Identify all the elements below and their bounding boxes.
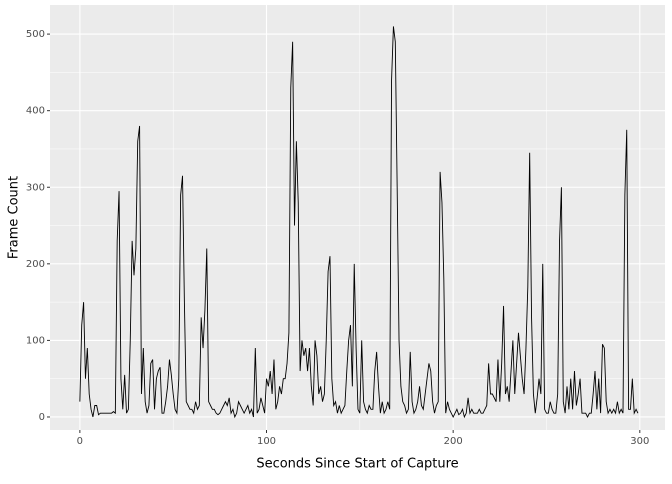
- y-axis-title: Frame Count: [7, 176, 22, 259]
- y-tick-label: 100: [26, 335, 45, 346]
- y-tick-label: 400: [26, 106, 45, 117]
- x-tick-label: 200: [444, 436, 463, 447]
- y-tick-label: 500: [26, 29, 45, 40]
- y-tick-label: 300: [26, 182, 45, 193]
- x-tick-label: 100: [257, 436, 276, 447]
- x-axis-title: Seconds Since Start of Capture: [256, 457, 458, 472]
- x-tick-label: 300: [630, 436, 649, 447]
- series-line: [79, 26, 639, 419]
- x-tick-label: 0: [77, 436, 83, 447]
- y-tick-label: 0: [39, 412, 45, 423]
- y-tick-label: 200: [26, 259, 45, 270]
